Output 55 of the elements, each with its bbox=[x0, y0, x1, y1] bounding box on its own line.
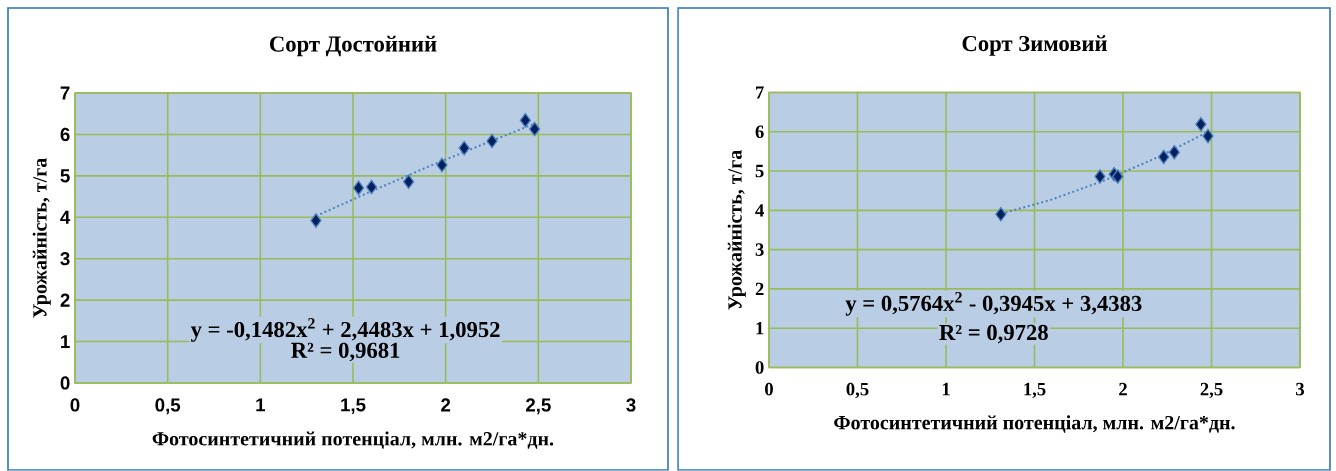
annotation: R² = 0,9681 bbox=[291, 342, 400, 362]
x-tick-label: 1,5 bbox=[341, 398, 366, 415]
point bbox=[1195, 117, 1207, 132]
x-tick-label: 2 bbox=[1119, 382, 1127, 396]
x-tick-label: 3 bbox=[626, 398, 636, 412]
y-axis-title: Урожайність, т/га bbox=[727, 150, 746, 310]
annotation: y = 0,5764x$^{2}$ - 0,3945x + 3,4383 bbox=[845, 292, 1142, 316]
point bbox=[1202, 128, 1214, 144]
annotation: R² = 0,9728 bbox=[939, 324, 1048, 344]
chart-title: Сорт Зимовий bbox=[962, 35, 1107, 56]
y-tick-label: 6 bbox=[60, 127, 70, 142]
y-tick-label: 2 bbox=[60, 293, 70, 307]
x-tick-label: 0 bbox=[70, 398, 80, 412]
x-tick-label: 3 bbox=[1296, 382, 1305, 396]
point bbox=[1168, 144, 1181, 160]
y-tick-label: 4 bbox=[60, 210, 71, 224]
x-axis-title: Фотосинтетичний потенціал, млн. м2/га*дн. bbox=[834, 415, 1235, 433]
y-tick-label: 5 bbox=[755, 164, 764, 178]
x-tick-label: 0,5 bbox=[846, 382, 869, 399]
annotation: y = -0,1482x$^{2}$ + 2,4483x + 1,0952 bbox=[190, 318, 500, 342]
x-tick-label: 2,5 bbox=[526, 398, 551, 415]
y-tick-label: 5 bbox=[60, 169, 70, 183]
y-tick-label: 1 bbox=[756, 322, 764, 335]
x-tick-label: 0,5 bbox=[155, 398, 181, 415]
point bbox=[352, 180, 365, 196]
point bbox=[995, 207, 1007, 222]
y-tick-label: 0 bbox=[755, 361, 764, 374]
point bbox=[486, 133, 498, 149]
y-tick-label: 1 bbox=[61, 335, 70, 349]
x-tick-label: 1 bbox=[942, 382, 950, 396]
point bbox=[1094, 169, 1106, 184]
chart-title: Сорт Достойний bbox=[270, 35, 437, 57]
x-axis-title: Фотосинтетичний потенціал, млн. м2/га*дн. bbox=[152, 431, 554, 449]
x-tick-label: 2,5 bbox=[1200, 382, 1223, 399]
y-tick-label: 2 bbox=[755, 282, 764, 296]
point bbox=[1158, 149, 1170, 165]
point bbox=[458, 140, 470, 156]
y-axis-title: Урожайність, т/га bbox=[32, 158, 51, 318]
point bbox=[1112, 169, 1124, 184]
point bbox=[365, 179, 378, 195]
y-tick-label: 6 bbox=[755, 125, 764, 139]
point bbox=[519, 113, 532, 128]
y-tick-label: 3 bbox=[60, 252, 70, 266]
y-tick-label: 4 bbox=[755, 204, 764, 217]
x-tick-label: 1 bbox=[256, 398, 266, 412]
x-tick-label: 1,5 bbox=[1024, 382, 1046, 399]
x-tick-label: 0 bbox=[765, 382, 773, 396]
x-tick-label: 2 bbox=[441, 398, 451, 412]
point bbox=[528, 121, 541, 137]
point bbox=[402, 174, 415, 190]
point bbox=[436, 157, 448, 173]
y-tick-label: 3 bbox=[755, 243, 764, 257]
y-tick-label: 7 bbox=[60, 86, 70, 100]
y-tick-label: 7 bbox=[756, 86, 764, 99]
point bbox=[310, 213, 322, 229]
